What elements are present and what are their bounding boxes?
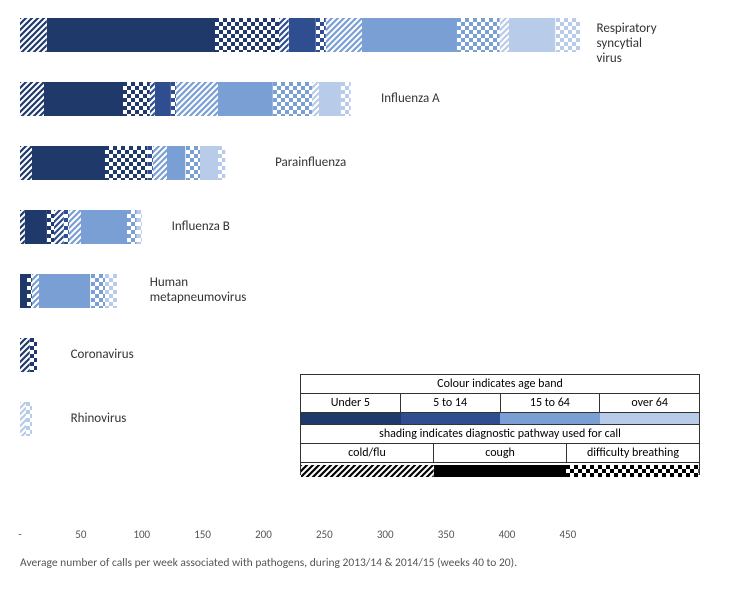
- legend-path-label: cold/flu: [301, 444, 434, 462]
- bar-segment: [26, 402, 32, 436]
- bar-segment: [20, 146, 32, 180]
- bar-stack: [20, 146, 226, 180]
- bar-segment: [25, 210, 47, 244]
- row-label: Parainfluenza: [275, 156, 346, 171]
- bar-row: Human metapneumovirus: [20, 274, 580, 318]
- x-axis-title: Average number of calls per week associa…: [20, 556, 517, 570]
- bar-segment: [153, 146, 168, 180]
- bar-segment: [20, 82, 44, 116]
- bar-segment: [30, 338, 37, 372]
- bar-stack: [20, 274, 117, 308]
- bar-segment: [215, 18, 280, 52]
- bar-segment: [316, 18, 326, 52]
- legend-age-swatch: [401, 413, 501, 424]
- bar-segment: [289, 18, 316, 52]
- bar-segment: [20, 18, 47, 52]
- row-label: Human metapneumovirus: [150, 276, 247, 306]
- bar-segment: [32, 146, 105, 180]
- bar-segment: [91, 274, 106, 308]
- x-axis: - 50 100 150 200 250 300 350 400 450: [20, 528, 580, 548]
- x-tick: 250: [316, 528, 333, 541]
- bar-segment: [457, 18, 500, 52]
- bar-segment: [500, 18, 510, 52]
- bar-segment: [69, 210, 81, 244]
- bar-stack: [20, 18, 580, 52]
- bar-segment: [218, 82, 273, 116]
- bar-segment: [127, 210, 137, 244]
- bar-segment: [47, 210, 54, 244]
- row-label: Influenza B: [172, 220, 230, 235]
- bar-segment: [279, 18, 289, 52]
- bar-segment: [47, 18, 215, 52]
- bar-segment: [137, 210, 142, 244]
- bar-segment: [167, 146, 185, 180]
- legend-age-label: Under 5: [301, 394, 401, 412]
- bar-stack: [20, 338, 37, 372]
- legend-age-label: 5 to 14: [401, 394, 501, 412]
- bar-segment: [39, 274, 90, 308]
- bar-row: Parainfluenza: [20, 146, 580, 190]
- bar-segment: [509, 18, 555, 52]
- bar-segment: [326, 18, 363, 52]
- row-label: Rhinovirus: [71, 412, 127, 427]
- x-tick: 450: [559, 528, 576, 541]
- bar-segment: [312, 82, 319, 116]
- bar-stack: [20, 402, 32, 436]
- bar-segment: [176, 82, 219, 116]
- row-label: Influenza A: [381, 92, 440, 107]
- legend-title-age: Colour indicates age band: [301, 375, 699, 394]
- x-tick: 50: [75, 528, 86, 541]
- bar-segment: [105, 274, 117, 308]
- legend-title-pathway: shading indicates diagnostic pathway use…: [301, 424, 699, 443]
- bar-segment: [32, 274, 39, 308]
- legend-age-swatch: [500, 413, 600, 424]
- bar-segment: [123, 82, 150, 116]
- bar-segment: [362, 18, 457, 52]
- legend-age-label: over 64: [600, 394, 699, 412]
- bar-segment: [556, 18, 580, 52]
- bar-segment: [20, 274, 27, 308]
- bar-row: Respiratory syncytial virus: [20, 18, 580, 62]
- bar-segment: [273, 82, 312, 116]
- bar-segment: [319, 82, 341, 116]
- bar-segment: [20, 338, 30, 372]
- bar-segment: [218, 146, 225, 180]
- bar-stack: [20, 210, 142, 244]
- bar-stack: [20, 82, 351, 116]
- bar-segment: [341, 82, 351, 116]
- x-tick: 100: [133, 528, 150, 541]
- bar-segment: [44, 82, 123, 116]
- legend-path-swatch: [301, 463, 434, 474]
- bar-segment: [81, 210, 127, 244]
- row-label: Respiratory syncytial virus: [597, 22, 657, 67]
- bar-segment: [186, 146, 201, 180]
- bar-segment: [155, 82, 171, 116]
- x-tick: 200: [255, 528, 272, 541]
- legend-path-swatch: [566, 463, 699, 474]
- legend-path-label: cough: [434, 444, 567, 462]
- bar-row: Influenza A: [20, 82, 580, 126]
- bar-row: Influenza B: [20, 210, 580, 254]
- bar-segment: [200, 146, 218, 180]
- x-tick: 400: [499, 528, 516, 541]
- x-tick: 300: [377, 528, 394, 541]
- legend-path-swatch: [434, 463, 567, 474]
- bar-segment: [105, 146, 148, 180]
- bar-segment: [54, 210, 64, 244]
- legend-path-label: difficulty breathing: [567, 444, 699, 462]
- row-label: Coronavirus: [71, 348, 134, 363]
- legend-age-swatch: [600, 413, 700, 424]
- legend-age-swatch: [301, 413, 401, 424]
- x-tick: 350: [438, 528, 455, 541]
- legend-age-label: 15 to 64: [501, 394, 601, 412]
- x-tick: -: [18, 528, 21, 541]
- x-tick: 150: [194, 528, 211, 541]
